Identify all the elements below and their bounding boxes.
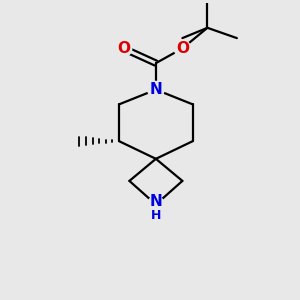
Text: N: N	[149, 194, 162, 209]
Text: O: O	[117, 41, 130, 56]
Text: H: H	[151, 209, 161, 222]
Circle shape	[115, 40, 132, 57]
Text: O: O	[176, 41, 189, 56]
Circle shape	[148, 196, 164, 213]
Circle shape	[148, 81, 164, 98]
Circle shape	[174, 40, 190, 57]
Text: N: N	[149, 82, 162, 97]
